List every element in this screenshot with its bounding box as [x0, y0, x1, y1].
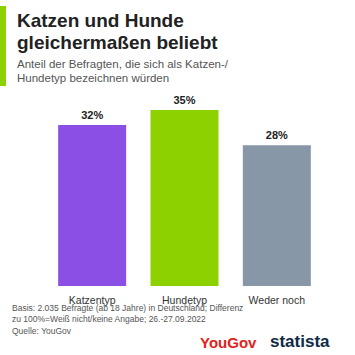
svg-text:32%: 32% — [81, 109, 103, 121]
svg-text:Hundetyp bezeichnen würden: Hundetyp bezeichnen würden — [17, 72, 169, 84]
svg-text:Weder noch: Weder noch — [249, 294, 306, 306]
svg-text:Anteil der Befragten, die sich: Anteil der Befragten, die sich als Katze… — [17, 58, 229, 70]
svg-text:35%: 35% — [173, 94, 195, 106]
svg-text:gleichermaßen beliebt: gleichermaßen beliebt — [17, 32, 218, 53]
svg-text:YouGov: YouGov — [200, 334, 257, 351]
svg-text:Katzentyp: Katzentyp — [69, 294, 116, 306]
svg-text:Katzen und Hunde: Katzen und Hunde — [17, 10, 189, 31]
svg-text:Quelle: YouGov: Quelle: YouGov — [12, 326, 72, 336]
svg-text:statista: statista — [270, 332, 330, 351]
svg-text:zu 100%=Weiß nicht/keine Angab: zu 100%=Weiß nicht/keine Angabe; 26.-27.… — [12, 314, 206, 324]
svg-text:Hundetyp: Hundetyp — [162, 294, 207, 306]
svg-text:28%: 28% — [266, 129, 288, 141]
svg-text:Basis: 2.035 Befragte (ab 18 J: Basis: 2.035 Befragte (ab 18 Jahre) in D… — [12, 303, 246, 313]
